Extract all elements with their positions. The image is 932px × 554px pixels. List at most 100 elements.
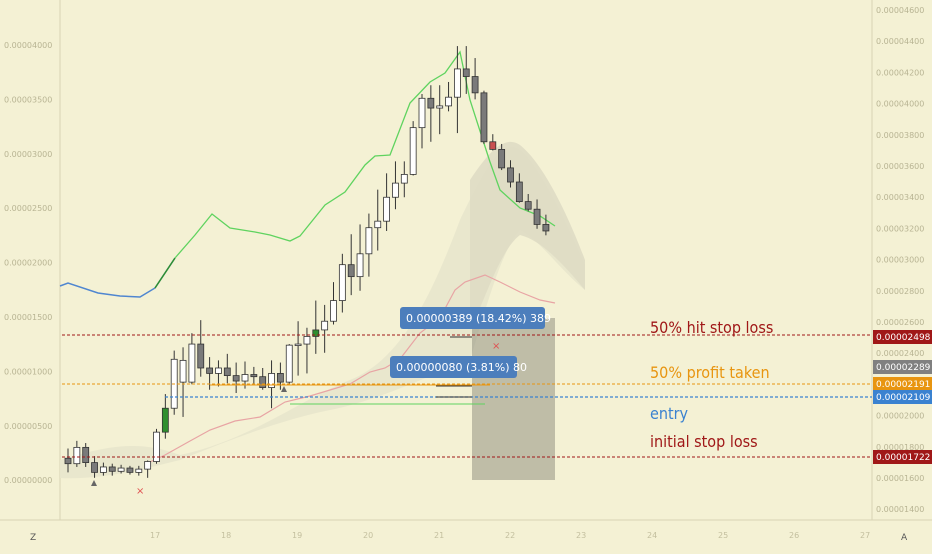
candle-body bbox=[223, 367, 231, 376]
candle-body bbox=[409, 127, 417, 175]
left-tick-label: 0.00001500 bbox=[4, 313, 52, 322]
candle bbox=[276, 362, 284, 390]
candle-body bbox=[303, 336, 311, 345]
price-tag-label: 0.00002498 bbox=[876, 333, 931, 343]
time-tick-label: 24 bbox=[647, 531, 657, 540]
annotation-stop-hit: 50% hit stop loss bbox=[650, 318, 773, 337]
candle bbox=[498, 143, 506, 171]
time-tick-label: 27 bbox=[860, 531, 870, 540]
candle bbox=[489, 134, 497, 151]
candle bbox=[268, 360, 275, 409]
right-tick-label: 0.00003800 bbox=[876, 131, 924, 140]
candle-body bbox=[259, 376, 267, 388]
price-tag: 0.00002191 bbox=[873, 377, 932, 391]
right-tick-label: 0.00002000 bbox=[876, 412, 924, 421]
right-tick-label: 0.00004400 bbox=[876, 37, 924, 46]
candle-body bbox=[188, 343, 196, 383]
candle-body bbox=[356, 253, 364, 278]
right-tick-label: 0.00003600 bbox=[876, 162, 924, 171]
candle-body bbox=[215, 367, 222, 374]
time-axis: 17 18 19 20 21 22 23 24 25 26 27 bbox=[150, 531, 870, 540]
price-tag-label: 0.00002289 bbox=[876, 363, 931, 373]
left-tick-label: 0.00000500 bbox=[4, 422, 52, 431]
zoom-toggle-button[interactable]: Z bbox=[30, 533, 36, 543]
candle-body bbox=[471, 76, 479, 94]
price-tags: 0.00002498 0.00002289 0.00002191 0.00002109… bbox=[873, 330, 932, 464]
candle-body bbox=[276, 373, 284, 383]
candle bbox=[400, 161, 408, 198]
candle bbox=[250, 366, 258, 385]
candle bbox=[170, 350, 178, 415]
time-tick-label: 26 bbox=[789, 531, 799, 540]
measure-box-1[interactable] bbox=[400, 307, 545, 329]
candle bbox=[515, 173, 523, 203]
left-tick-label: 0.00000000 bbox=[4, 476, 52, 485]
time-tick-label: 20 bbox=[363, 531, 373, 540]
candle bbox=[153, 428, 160, 464]
annotation-entry: entry bbox=[650, 404, 689, 423]
candle-body bbox=[100, 466, 107, 473]
right-tick-label: 0.00002400 bbox=[876, 349, 924, 358]
measure-tools[interactable]: 0.00000389 (18.42%) 389 0.00000080 (3.81… bbox=[390, 307, 551, 398]
price-tag-label: 0.00002109 bbox=[876, 393, 931, 403]
candle bbox=[356, 224, 364, 291]
signal-markers: × × bbox=[91, 341, 500, 497]
right-tick-label: 0.00003200 bbox=[876, 224, 924, 233]
right-tick-label: 0.00002800 bbox=[876, 287, 924, 296]
candle bbox=[64, 448, 72, 473]
measure-label-2: 0.00000080 (3.81%) 80 bbox=[396, 361, 527, 374]
candle bbox=[507, 160, 514, 188]
candle-body bbox=[507, 167, 514, 183]
price-tag-bg bbox=[873, 360, 932, 374]
price-tag: 0.00002289 bbox=[873, 360, 932, 374]
candle bbox=[392, 161, 399, 210]
candle bbox=[135, 465, 143, 476]
candle bbox=[144, 460, 152, 478]
cross-icon: × bbox=[492, 341, 500, 352]
candle-body bbox=[312, 329, 320, 337]
time-tick-label: 19 bbox=[292, 531, 302, 540]
candle bbox=[347, 234, 355, 296]
right-tick-label: 0.00001800 bbox=[876, 443, 924, 452]
candle bbox=[524, 193, 532, 212]
candle bbox=[533, 199, 541, 229]
candle bbox=[418, 93, 426, 149]
red-line bbox=[149, 274, 556, 463]
left-tick-label: 0.00001000 bbox=[4, 367, 52, 376]
candle-body bbox=[542, 224, 550, 232]
candle-body bbox=[392, 182, 399, 198]
candle bbox=[73, 440, 81, 467]
candle bbox=[321, 304, 329, 353]
candle bbox=[91, 456, 98, 478]
candle-body bbox=[250, 374, 258, 378]
up-arrow-icon bbox=[91, 480, 97, 486]
candle-body bbox=[436, 105, 444, 109]
time-tick-label: 21 bbox=[434, 531, 444, 540]
annotation-initial-stop: initial stop loss bbox=[650, 432, 758, 451]
time-tick-label: 25 bbox=[718, 531, 728, 540]
candle bbox=[161, 394, 169, 439]
candle bbox=[330, 282, 337, 325]
left-tick-label: 0.00002500 bbox=[4, 204, 52, 213]
candle-body bbox=[241, 374, 249, 382]
auto-scale-button[interactable]: A bbox=[901, 533, 908, 543]
candle-body bbox=[108, 466, 116, 472]
time-tick-label: 22 bbox=[505, 531, 515, 540]
candle bbox=[427, 85, 435, 142]
blue-line bbox=[59, 257, 176, 298]
candle-body bbox=[365, 227, 373, 255]
candle bbox=[436, 85, 444, 135]
green-line bbox=[174, 50, 556, 259]
time-tick-label: 17 bbox=[150, 531, 160, 540]
price-tag-bg bbox=[873, 377, 932, 391]
measure-box-2[interactable] bbox=[390, 356, 517, 378]
price-tag: 0.00001722 bbox=[873, 450, 932, 464]
trade-zone bbox=[472, 318, 555, 480]
candle-body bbox=[347, 264, 355, 278]
candle bbox=[471, 58, 479, 100]
annotations: 50% hit stop loss 50% profit taken entry… bbox=[650, 318, 773, 451]
candle bbox=[108, 463, 116, 476]
right-tick-label: 0.00001600 bbox=[876, 474, 924, 483]
